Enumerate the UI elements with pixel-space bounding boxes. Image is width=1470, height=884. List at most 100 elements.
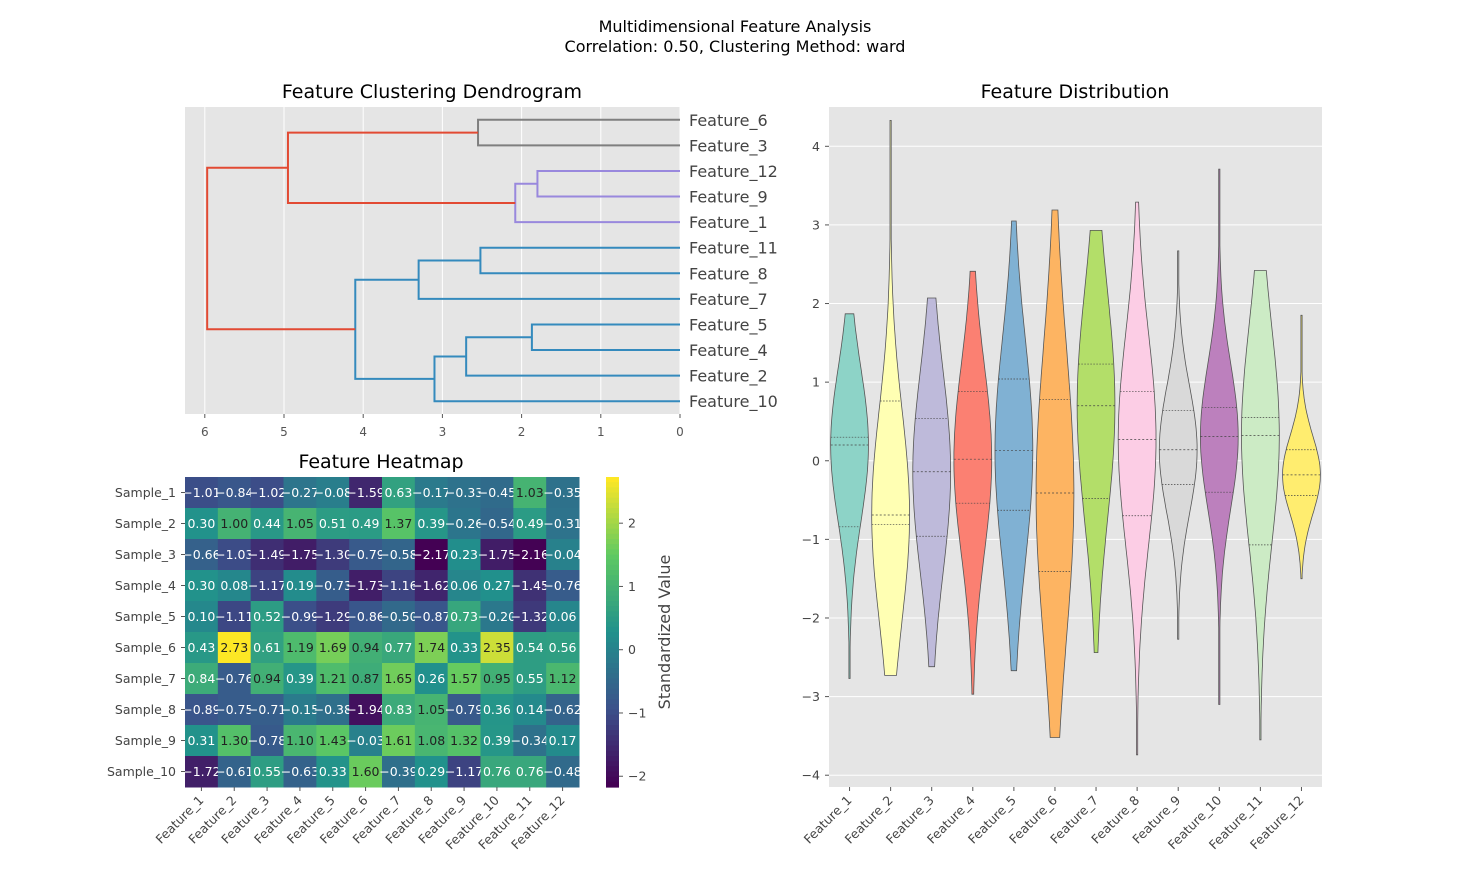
- heatmap-cell-label: 0.76: [516, 764, 544, 779]
- heatmap-cell: [447, 725, 481, 757]
- dendrogram-leaf-label: Feature_4: [689, 341, 768, 361]
- heatmap-cell: [316, 477, 350, 509]
- heatmap-cell: [283, 570, 317, 602]
- heatmap-cell-label: −0.79: [445, 702, 483, 717]
- heatmap-cell: [217, 632, 252, 664]
- heatmap-cell-label: 0.55: [516, 671, 544, 686]
- colorbar-band: [606, 580, 619, 587]
- heatmap-cell: [513, 632, 547, 664]
- heatmap-cell: [185, 477, 219, 509]
- heatmap-cell: [447, 539, 481, 571]
- colorbar-band: [606, 626, 619, 633]
- colorbar-band: [606, 699, 619, 705]
- heatmap-cell: [217, 756, 252, 788]
- heatmap-cell-label: 0.55: [253, 764, 281, 779]
- heatmap-cell-label: 0.94: [253, 671, 281, 686]
- heatmap-cell: [250, 508, 284, 540]
- colorbar-band: [606, 570, 619, 576]
- heatmap-cell: [185, 508, 219, 540]
- colorbar-band: [606, 781, 619, 788]
- colorbar-band: [606, 487, 619, 494]
- heatmap-cell-label: 0.54: [516, 640, 544, 655]
- colorbar-band: [606, 704, 619, 711]
- colorbar-band: [606, 740, 619, 747]
- heatmap-cell: [414, 694, 449, 726]
- heatmap-cell-label: 0.95: [483, 671, 511, 686]
- heatmap-cell: [217, 601, 252, 633]
- heatmap-cell-label: 0.31: [187, 733, 215, 748]
- heatmap-cell-label: −1.17: [445, 764, 483, 779]
- dendrogram-xtick-label: 0: [676, 425, 684, 439]
- heatmap-cell-label: 1.12: [549, 671, 577, 686]
- heatmap-cell-label: 0.84: [187, 671, 215, 686]
- heatmap-cell: [546, 601, 580, 633]
- heatmap-cell: [185, 756, 219, 788]
- heatmap-cell-label: −1.75: [281, 547, 319, 562]
- heatmap-cell: [414, 539, 449, 571]
- violin-body: [1241, 270, 1280, 741]
- heatmap-cell-label: −0.50: [379, 609, 417, 624]
- violin-body: [953, 270, 993, 695]
- heatmap-cell-label: 0.77: [384, 640, 412, 655]
- heatmap-cell: [546, 570, 580, 602]
- colorbar-band: [606, 482, 619, 488]
- heatmap-cell-label: −0.62: [543, 702, 581, 717]
- heatmap-row-label: Sample_9: [115, 733, 176, 748]
- heatmap-cell: [513, 477, 547, 509]
- heatmap-cell-label: −0.75: [215, 702, 253, 717]
- heatmap-row-label: Sample_8: [115, 702, 176, 717]
- dendrogram-leaf-label: Feature_1: [689, 213, 768, 233]
- heatmap-cell-label: −0.63: [281, 764, 319, 779]
- dendrogram-leaf-label: Feature_7: [689, 290, 768, 310]
- dendrogram-xtick-label: 2: [518, 425, 526, 439]
- heatmap-cell-label: 0.56: [549, 640, 577, 655]
- heatmap-cell: [414, 477, 449, 509]
- heatmap-cell: [217, 570, 252, 602]
- heatmap-cell-label: −0.61: [215, 764, 253, 779]
- heatmap-cell: [546, 694, 580, 726]
- heatmap-cell-label: 0.30: [187, 516, 215, 531]
- violin-chart: Feature Distribution 43210−1−2−3−4Featur…: [801, 81, 1322, 852]
- heatmap-cell-label: −0.03: [346, 733, 384, 748]
- heatmap-cell-label: 2.73: [220, 640, 248, 655]
- heatmap-cell: [480, 477, 514, 509]
- heatmap-cell-label: 0.73: [450, 609, 478, 624]
- heatmap-row-label: Sample_10: [107, 764, 176, 779]
- heatmap-cell-label: 0.33: [450, 640, 478, 655]
- violin-ytick-label: 3: [812, 217, 820, 232]
- heatmap-cell: [414, 663, 449, 695]
- heatmap-cell-label: 1.61: [384, 733, 412, 748]
- heatmap-cell-label: −0.58: [379, 547, 417, 562]
- heatmap-cell: [250, 539, 284, 571]
- heatmap-cell: [382, 663, 416, 695]
- heatmap-cell-label: 0.52: [253, 609, 281, 624]
- violin-body: [830, 313, 869, 679]
- dendrogram-chart: Feature Clustering Dendrogram 6 5 4 3 2 1 0 Fea…: [185, 81, 778, 439]
- heatmap-cell-label: −1.94: [346, 702, 384, 717]
- violin-ytick-label: −2: [802, 610, 820, 625]
- heatmap-cell: [447, 570, 481, 602]
- heatmap-cell-label: 1.60: [352, 764, 380, 779]
- heatmap-cell-label: 0.26: [417, 671, 445, 686]
- heatmap-cell-label: 0.43: [187, 640, 215, 655]
- colorbar-label: Standardized Value: [655, 555, 674, 710]
- colorbar-band: [606, 663, 619, 669]
- colorbar-band: [606, 497, 619, 504]
- heatmap-cell-label: 0.30: [187, 578, 215, 593]
- heatmap-cell-label: 0.76: [483, 764, 511, 779]
- violin-ytick-label: −1: [802, 532, 820, 547]
- heatmap-cell: [382, 539, 416, 571]
- heatmap-cell-label: −0.73: [314, 578, 352, 593]
- heatmap-cell: [185, 601, 219, 633]
- heatmap-cell-label: 1.19: [286, 640, 314, 655]
- colorbar-band: [606, 549, 619, 556]
- heatmap-cell-label: 1.30: [220, 733, 248, 748]
- heatmap-cell: [382, 632, 416, 664]
- heatmap-cell-label: 1.10: [286, 733, 314, 748]
- heatmap-cell: [217, 694, 252, 726]
- heatmap-cell-label: −1.17: [248, 578, 286, 593]
- heatmap-cell: [283, 756, 317, 788]
- colorbar-band: [606, 673, 619, 680]
- heatmap-cell-label: −1.02: [248, 485, 286, 500]
- heatmap-cell-label: −0.17: [412, 485, 450, 500]
